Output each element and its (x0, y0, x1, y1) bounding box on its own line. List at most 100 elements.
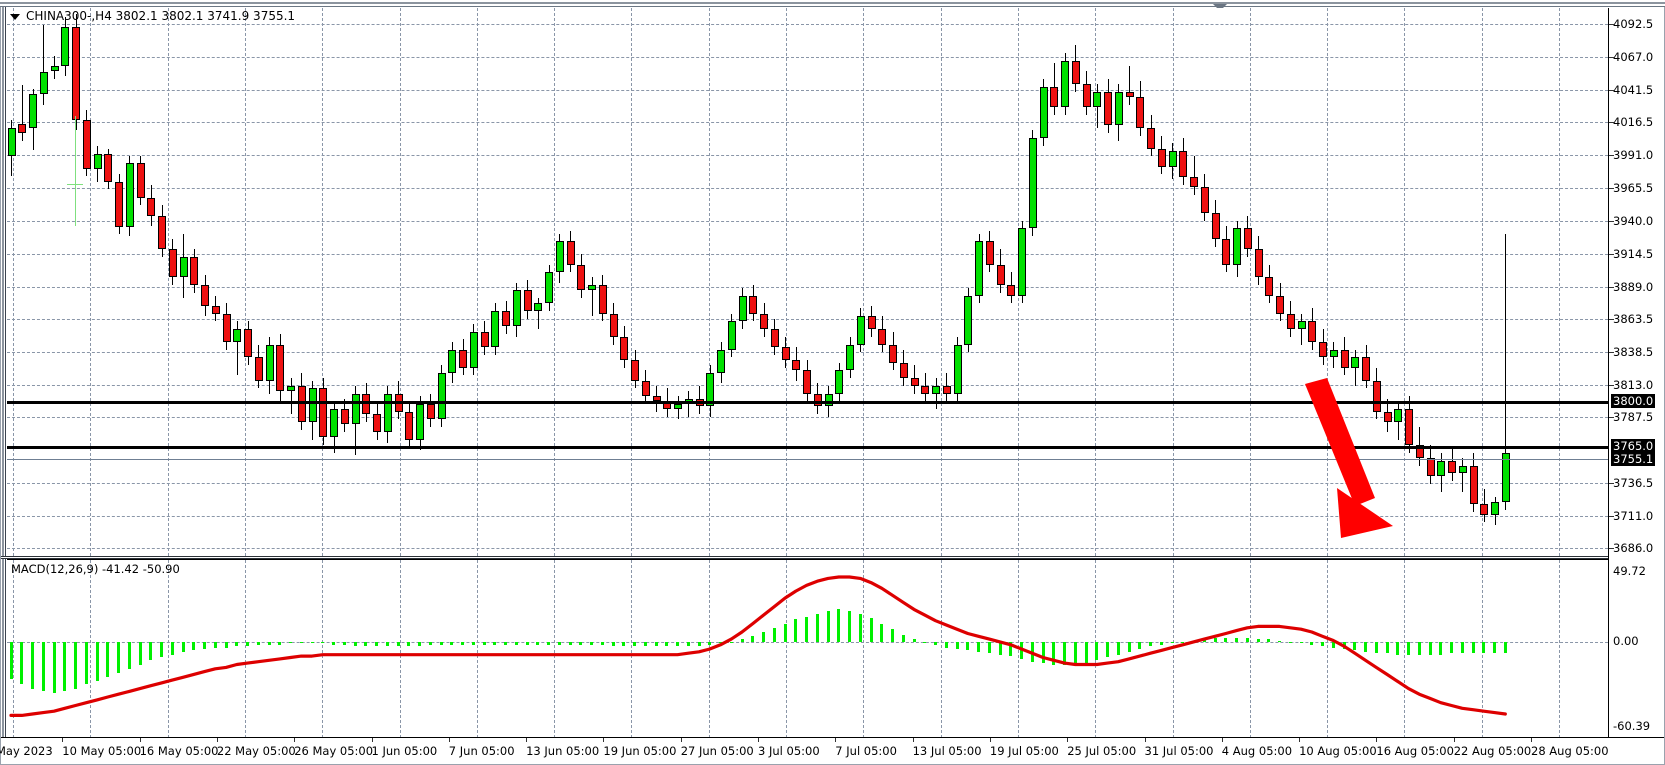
candle-body (620, 336, 629, 360)
macd-histogram-bar (1106, 641, 1109, 658)
price-scale-label: 4041.5 (1613, 82, 1654, 97)
gridline-vertical (244, 8, 246, 556)
macd-histogram-bar (20, 641, 24, 685)
macd-histogram-bar (1213, 637, 1217, 642)
candle-body (351, 393, 360, 425)
candle-body (889, 344, 897, 363)
time-axis-tick (680, 738, 682, 742)
candle-body (577, 264, 586, 291)
macd-histogram-bar (697, 641, 701, 647)
gridline-vertical (322, 560, 324, 738)
price-scale-label-highlighted[interactable]: 3800.0 (1611, 394, 1656, 409)
candle-body (1415, 445, 1424, 458)
macd-histogram-bar (364, 641, 368, 647)
gridline-vertical (708, 8, 710, 556)
time-axis-tick (835, 738, 837, 742)
price-scale-label: 4092.5 (1613, 17, 1654, 32)
candle-body (566, 241, 575, 265)
triangle-down-icon[interactable] (10, 13, 20, 20)
price-panel[interactable] (7, 8, 1608, 556)
gridline-horizontal (7, 89, 1608, 91)
candle-body (545, 272, 553, 304)
gridline-vertical (1559, 8, 1560, 556)
macd-histogram-bar (934, 641, 937, 645)
candle-body (50, 66, 59, 72)
gridline-horizontal (7, 516, 1608, 518)
scrollbar-track[interactable] (0, 2, 1665, 4)
macd-histogram-bar (1116, 641, 1120, 655)
macd-histogram-bar (901, 634, 905, 642)
current-price-line (7, 459, 1608, 461)
time-axis-label: 22 May 05:00 (216, 744, 296, 758)
macd-histogram-bar (375, 641, 378, 647)
price-scale-label: 3736.5 (1613, 476, 1654, 491)
candle-body (1147, 127, 1155, 149)
macd-histogram-bar (289, 641, 292, 644)
gridline-vertical (244, 560, 246, 738)
price-scale-tick (1609, 548, 1614, 550)
candle-wick (291, 378, 292, 415)
gridline-vertical (167, 8, 169, 556)
macd-histogram-bar (342, 641, 346, 645)
macd-scale-label: 49.72 (1613, 563, 1646, 578)
price-scale-label: 3838.5 (1613, 344, 1654, 359)
candle-body (1093, 91, 1102, 108)
panel-divider[interactable] (1, 556, 1664, 559)
macd-histogram-bar (1073, 641, 1077, 665)
candle-body (781, 347, 790, 360)
candle-body (1437, 460, 1446, 477)
price-scale[interactable]: 4092.5 4067.0 4041.5 4016.5 3991.0 3965.5 3940… (1608, 8, 1664, 737)
gridline-vertical (631, 8, 633, 556)
macd-histogram-bar (41, 641, 45, 692)
candle-body (1329, 349, 1338, 358)
macd-histogram-bar (106, 641, 110, 678)
macd-histogram-bar (396, 641, 400, 647)
candle-body (1007, 285, 1016, 296)
gridline-vertical (1404, 8, 1406, 556)
macd-histogram-bar (869, 617, 873, 642)
macd-histogram-bar (525, 641, 529, 645)
gridline-vertical (786, 8, 787, 556)
macd-histogram-bar (493, 641, 497, 645)
candle-body (416, 403, 424, 440)
price-level-line[interactable] (7, 446, 1608, 450)
chart-position-marker-icon (1213, 4, 1227, 11)
candle-body (1233, 228, 1241, 265)
down-arrow-annotation[interactable] (1297, 378, 1417, 548)
macd-histogram-bar (1159, 641, 1163, 645)
macd-histogram-bar (622, 641, 626, 647)
gridline-vertical (1327, 560, 1329, 738)
crosshair-horizontal (67, 184, 83, 185)
candle-body (340, 409, 349, 425)
price-scale-label: 3787.5 (1613, 410, 1654, 425)
time-axis-label: 13 Jul 05:00 (912, 744, 982, 758)
top-scrollbar[interactable] (0, 0, 1665, 7)
candle-wick (1129, 66, 1130, 105)
gridline-vertical (554, 8, 556, 556)
macd-histogram-bar (117, 641, 120, 673)
candle-body (125, 162, 134, 228)
macd-histogram-bar (95, 641, 99, 682)
left-rail-line[interactable] (2, 7, 4, 758)
candle-body (469, 331, 478, 368)
price-scale-label-highlighted[interactable]: 3765.0 (1611, 439, 1656, 454)
macd-histogram-bar (1460, 641, 1464, 654)
time-axis-tick (62, 738, 64, 742)
price-scale-label-highlighted[interactable]: 3755.1 (1611, 452, 1656, 467)
candle-body (588, 285, 596, 291)
candle-body (244, 329, 252, 358)
candle-body (803, 370, 811, 394)
time-axis-tick (448, 738, 450, 742)
macd-histogram-bar (1321, 641, 1324, 647)
gridline-vertical (476, 560, 478, 738)
price-level-line[interactable] (7, 401, 1608, 405)
macd-histogram-bar (536, 641, 540, 645)
macd-panel[interactable]: MACD(12,26,9) -41.42 -50.90 (7, 559, 1608, 738)
candle-body (222, 313, 231, 342)
gridline-vertical (13, 560, 14, 738)
time-axis-label: 7 Jul 05:00 (835, 744, 897, 758)
time-axis-label: 27 Jun 05:00 (680, 744, 754, 758)
candle-body (1211, 213, 1220, 239)
price-scale-label: 3711.0 (1613, 509, 1654, 524)
